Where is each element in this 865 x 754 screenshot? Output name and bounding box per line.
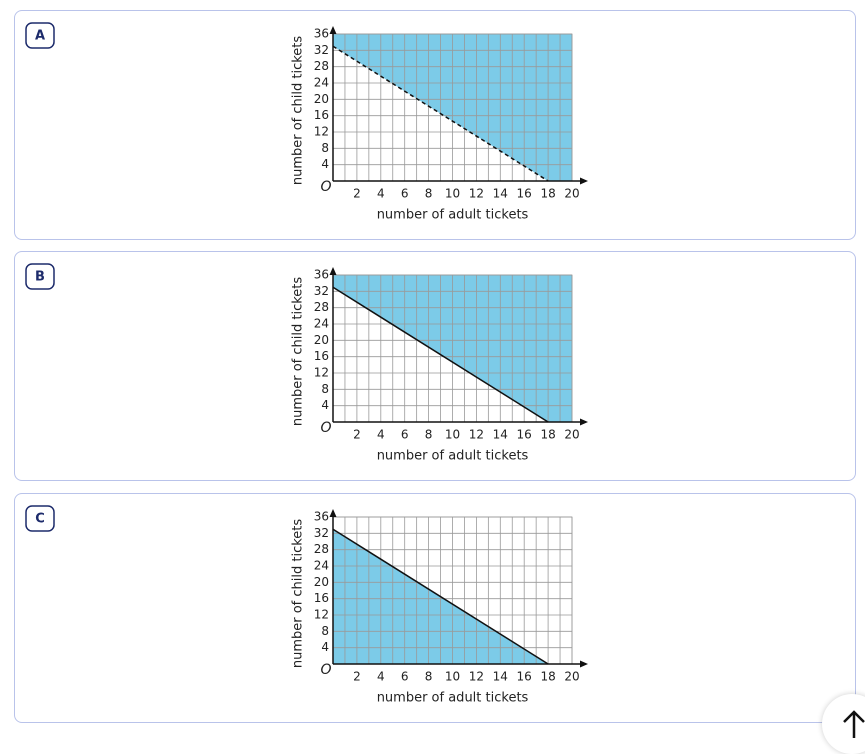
x-tick-label: 6: [401, 670, 409, 684]
graph: A2 4 6 8 10 12 14 16 18 204812162024283236Onumber…: [25, 22, 588, 223]
y-tick-label: 12: [314, 125, 329, 139]
y-tick-label: 28: [314, 59, 329, 73]
boundary-line: [332, 286, 549, 423]
x-tick-label: 20: [564, 670, 579, 684]
y-tick-label: 36: [314, 27, 329, 41]
x-axis-arrow: [580, 177, 588, 185]
x-tick-label: 4: [377, 670, 385, 684]
y-tick-label: 36: [314, 268, 329, 282]
x-tick-label: 14: [493, 428, 508, 442]
x-tick-label: 6: [401, 187, 409, 201]
y-tick-label: 20: [314, 575, 329, 589]
y-tick-label: 28: [314, 542, 329, 556]
y-tick-label: 4: [321, 157, 329, 171]
y-tick-label: 8: [321, 141, 329, 155]
y-axis-label: number of child tickets: [291, 277, 306, 427]
x-axis-arrow: [580, 418, 588, 426]
y-axis-label: number of child tickets: [291, 519, 306, 669]
x-tick-label: 12: [469, 187, 484, 201]
y-tick-label: 8: [321, 624, 329, 638]
origin-label: O: [320, 662, 331, 678]
y-tick-label: 20: [314, 92, 329, 106]
x-tick-label: 2: [353, 670, 361, 684]
option-label: A: [35, 29, 45, 44]
x-tick-label: 2: [353, 428, 361, 442]
y-tick-label: 32: [314, 43, 329, 57]
option-label: B: [35, 270, 45, 285]
y-tick-label: 16: [314, 108, 329, 122]
y-tick-label: 24: [314, 559, 329, 573]
x-tick-label: 14: [493, 670, 508, 684]
y-axis-arrow: [329, 509, 337, 517]
y-axis-label: number of child tickets: [291, 36, 306, 186]
label-box: [25, 22, 55, 49]
arrow-up-icon: [843, 710, 865, 738]
y-tick-label: 16: [314, 349, 329, 363]
x-tick-label: 4: [377, 428, 385, 442]
boundary-line: [332, 528, 549, 665]
option-label: C: [35, 512, 45, 527]
y-tick-label: 32: [314, 526, 329, 540]
x-tick-label: 2: [353, 187, 361, 201]
graph: C2 4 6 8 10 12 14 16 18 204812162024283236Onumber…: [25, 505, 588, 706]
x-tick-label: 10: [445, 187, 460, 201]
x-tick-label: 18: [540, 187, 555, 201]
x-axis-label: number of adult tickets: [377, 208, 529, 223]
y-axis-arrow: [329, 267, 337, 275]
x-tick-label: 8: [425, 428, 433, 442]
x-tick-label: 8: [425, 187, 433, 201]
x-tick-label: 8: [425, 670, 433, 684]
x-axis-label: number of adult tickets: [377, 691, 529, 706]
y-tick-label: 16: [314, 591, 329, 605]
x-axis-label: number of adult tickets: [377, 449, 529, 464]
y-tick-label: 28: [314, 300, 329, 314]
y-tick-label: 4: [321, 640, 329, 654]
y-tick-label: 12: [314, 366, 329, 380]
x-tick-label: 16: [517, 428, 532, 442]
x-tick-label: 20: [564, 187, 579, 201]
x-tick-label: 16: [517, 187, 532, 201]
origin-label: O: [320, 420, 331, 436]
graph: B2 4 6 8 10 12 14 16 18 204812162024283236Onumber…: [25, 263, 588, 464]
x-tick-label: 20: [564, 428, 579, 442]
x-axis-arrow: [580, 660, 588, 668]
origin-label: O: [320, 179, 331, 195]
x-tick-label: 16: [517, 670, 532, 684]
y-tick-label: 4: [321, 398, 329, 412]
y-tick-label: 24: [314, 76, 329, 90]
y-tick-label: 32: [314, 284, 329, 298]
x-tick-label: 12: [469, 670, 484, 684]
y-tick-label: 12: [314, 608, 329, 622]
x-tick-label: 18: [540, 428, 555, 442]
y-axis-arrow: [329, 26, 337, 34]
label-box: [25, 263, 55, 290]
x-tick-label: 4: [377, 187, 385, 201]
x-tick-label: 12: [469, 428, 484, 442]
label-box: [25, 505, 55, 532]
y-tick-label: 8: [321, 382, 329, 396]
y-tick-label: 20: [314, 333, 329, 347]
y-tick-label: 36: [314, 510, 329, 524]
x-tick-label: 6: [401, 428, 409, 442]
x-tick-label: 14: [493, 187, 508, 201]
x-tick-label: 10: [445, 670, 460, 684]
boundary-line: [332, 45, 549, 182]
x-tick-label: 18: [540, 670, 555, 684]
x-tick-label: 10: [445, 428, 460, 442]
y-tick-label: 24: [314, 317, 329, 331]
